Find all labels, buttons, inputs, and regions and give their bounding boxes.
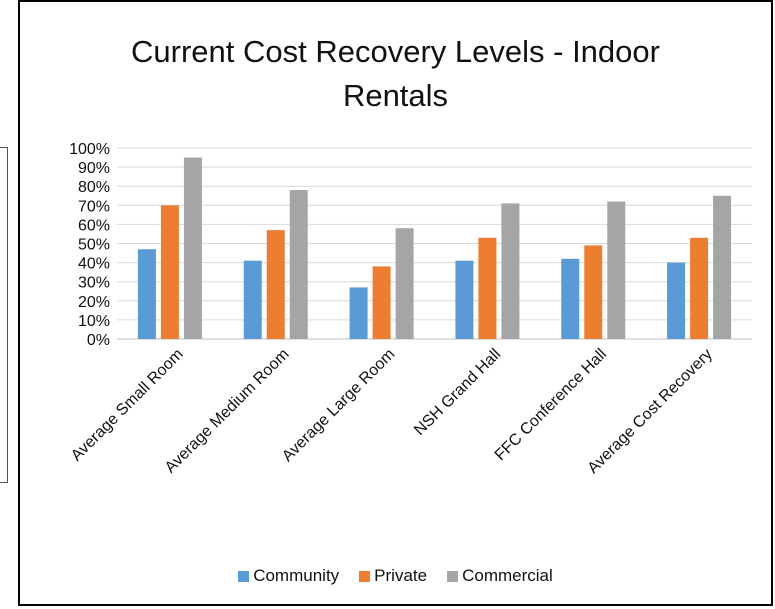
y-tick-label: 40%	[78, 256, 110, 273]
y-tick-label: 90%	[78, 160, 110, 177]
bar-private	[372, 266, 391, 339]
category-label: FFC Conference Hall	[492, 346, 610, 464]
y-tick-label: 20%	[78, 294, 110, 311]
y-tick-label: 100%	[69, 141, 110, 158]
legend-swatch	[238, 570, 250, 582]
y-tick-label: 10%	[78, 313, 110, 330]
y-tick-label: 60%	[78, 217, 110, 234]
bar-private	[160, 205, 179, 339]
bar-commercial	[607, 201, 626, 339]
gridlines	[117, 147, 752, 340]
legend-label: Private	[374, 566, 428, 585]
legend-item: Private	[359, 566, 427, 586]
legend-swatch	[359, 570, 371, 582]
category-label: Average Cost Recovery	[585, 346, 716, 477]
bar-commercial	[713, 195, 732, 339]
legend-swatch	[447, 570, 459, 582]
bar-commercial	[289, 190, 308, 339]
y-tick-label: 0%	[87, 332, 110, 349]
bar-community	[137, 249, 156, 339]
category-label: Average Large Room	[279, 346, 398, 465]
bar-private	[266, 230, 285, 339]
y-tick-label: 70%	[78, 198, 110, 215]
bar-community	[349, 287, 368, 339]
bar-commercial	[183, 157, 202, 339]
bar-commercial	[395, 228, 414, 339]
y-tick-label: 30%	[78, 275, 110, 292]
legend-item: Commercial	[447, 566, 553, 586]
y-tick-label: 80%	[78, 179, 110, 196]
legend-label: Commercial	[462, 566, 553, 585]
legend: Community Private Commercial	[18, 566, 773, 586]
bar-community	[667, 262, 686, 339]
bar-private	[690, 237, 709, 339]
bar-community	[561, 258, 580, 339]
category-label: NSH Grand Hall	[411, 346, 504, 439]
y-axis-ticks: 0% 10% 20% 30% 40% 50% 60% 70% 80% 90% 100%	[69, 141, 110, 349]
left-edge-marker	[0, 147, 8, 483]
bar-community	[243, 260, 262, 339]
bars	[137, 157, 732, 339]
category-label: Average Medium Room	[162, 346, 293, 477]
bar-private	[584, 245, 603, 339]
legend-item: Community	[238, 566, 339, 586]
chart-title: Current Cost Recovery Levels - Indoor Re…	[18, 30, 773, 118]
bar-community	[455, 260, 474, 339]
bar-commercial	[501, 203, 520, 339]
chart-title-text: Current Cost Recovery Levels - Indoor Re…	[131, 34, 660, 113]
y-tick-label: 50%	[78, 237, 110, 254]
category-label: Average Small Room	[68, 346, 187, 465]
legend-label: Community	[253, 566, 340, 585]
bar-private	[478, 237, 497, 339]
